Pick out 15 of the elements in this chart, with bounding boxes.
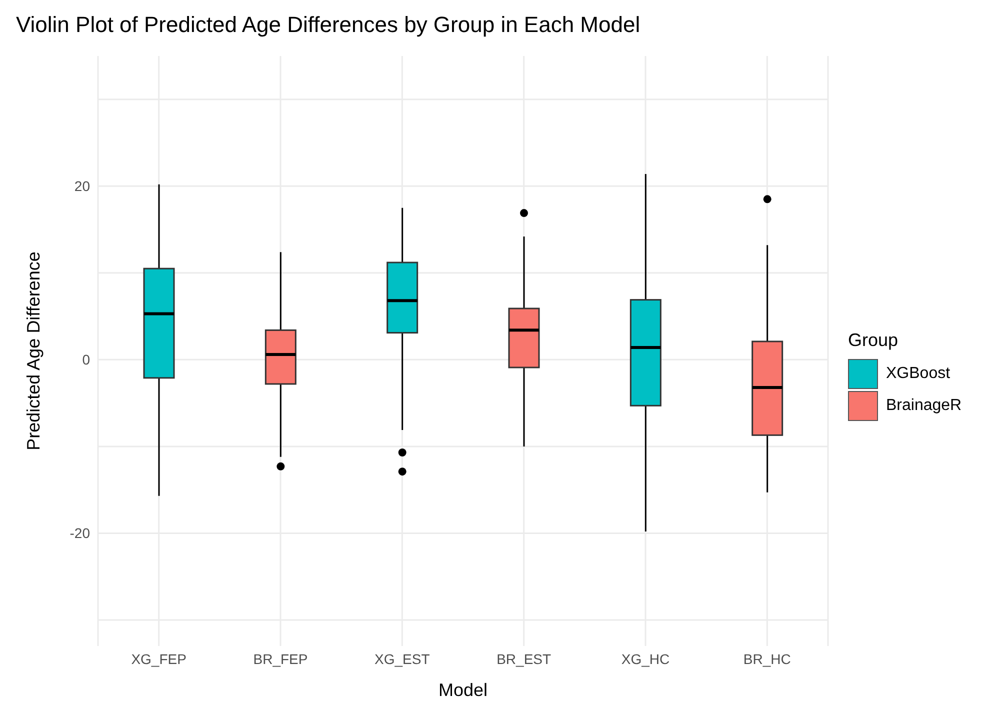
x-tick-label: BR_FEP	[253, 650, 308, 667]
legend-title: Group	[848, 330, 900, 350]
x-tick-label: XG_EST	[374, 650, 430, 667]
x-tick-label: BR_HC	[743, 650, 791, 667]
chart-title: Violin Plot of Predicted Age Differences by Group in Each Model	[15, 11, 642, 39]
legend-label: BrainageR	[886, 396, 962, 414]
y-tick-label: 20	[74, 178, 90, 194]
x-axis-title: Model	[438, 680, 488, 700]
x-tick-label: XG_HC	[621, 650, 670, 667]
x-tick-label: BR_EST	[496, 650, 552, 667]
legend-label: XGBoost	[886, 364, 950, 382]
x-tick-label: XG_FEP	[131, 650, 186, 667]
y-tick-label: 0	[82, 352, 90, 368]
y-axis-title: Predicted Age Difference	[23, 252, 44, 450]
y-tick-label: -20	[70, 525, 90, 542]
